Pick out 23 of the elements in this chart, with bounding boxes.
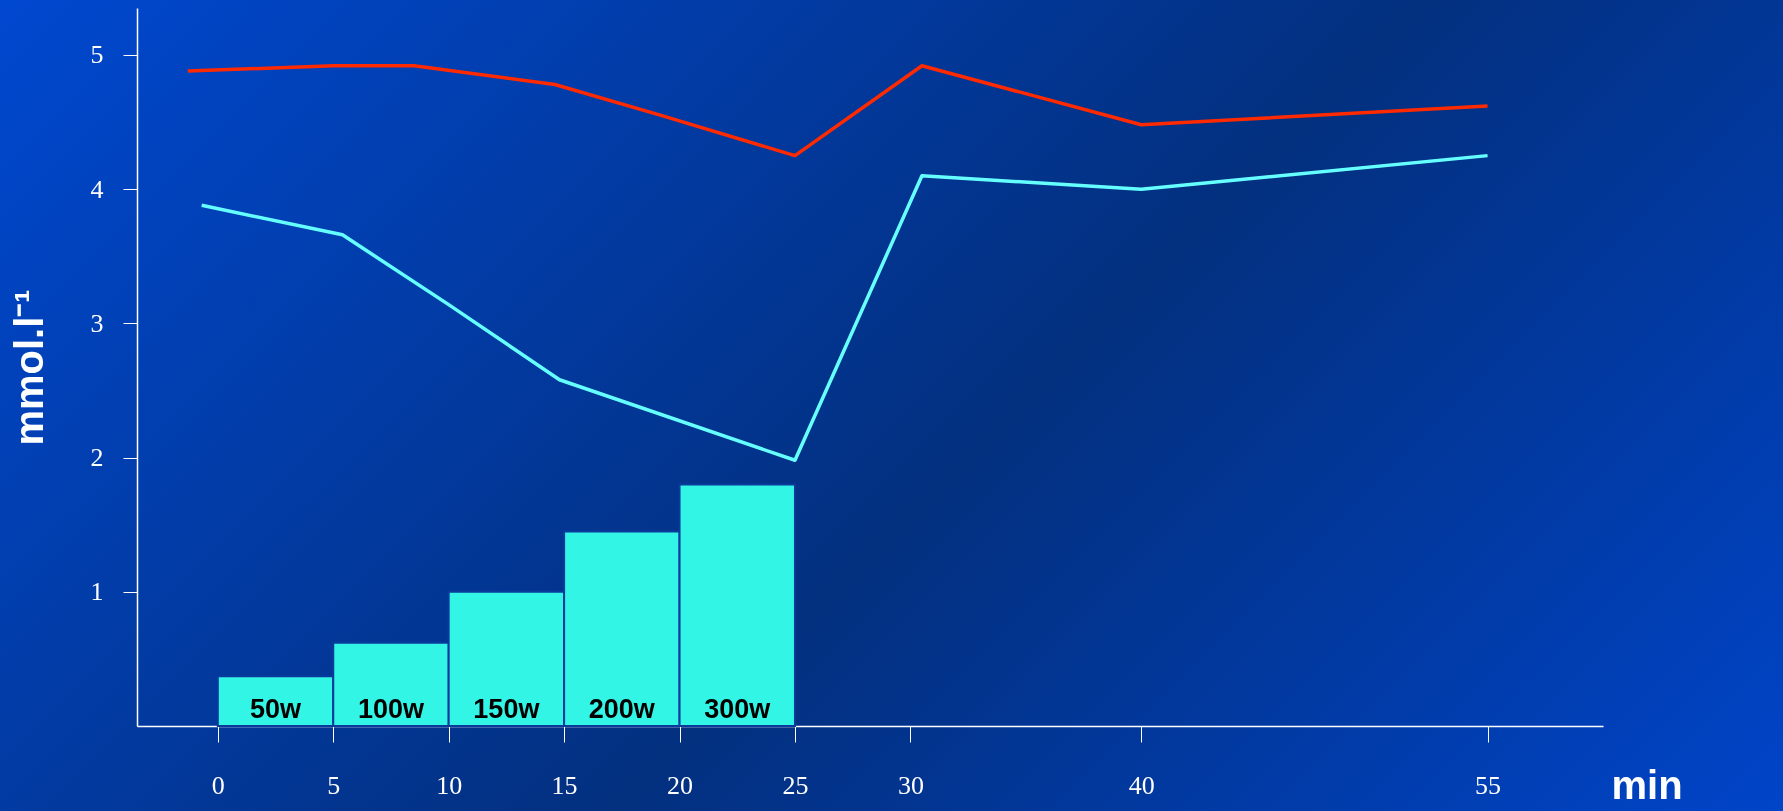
annotation: 300w xyxy=(704,694,772,724)
line-series xyxy=(186,63,1490,158)
annotation: 100w xyxy=(357,694,425,724)
annotation: 200w xyxy=(588,694,656,724)
x-tick-label: 5 xyxy=(327,770,341,800)
y-tick-label: 4 xyxy=(90,174,104,204)
y-tick-label: 3 xyxy=(90,308,104,338)
x-tick-label: 30 xyxy=(897,770,924,800)
x-tick-label: 25 xyxy=(782,770,809,800)
y-tick-label: 2 xyxy=(90,443,104,473)
annotation: 50w xyxy=(250,694,303,724)
y-tick-label: 5 xyxy=(90,40,104,70)
x-tick-label: 0 xyxy=(211,770,225,800)
y-tick-label: 1 xyxy=(90,577,104,607)
annotation: 150w xyxy=(473,694,541,724)
x-tick-label: 40 xyxy=(1128,770,1155,800)
x-tick-label: 55 xyxy=(1475,770,1502,800)
x-axis-title: min xyxy=(1611,762,1683,807)
y-axis-title: mmol.l⁻¹ xyxy=(6,289,51,446)
line-series xyxy=(199,153,1490,463)
x-tick-label: 10 xyxy=(436,770,463,800)
x-tick-label: 20 xyxy=(667,770,694,800)
x-tick-label: 15 xyxy=(551,770,578,800)
